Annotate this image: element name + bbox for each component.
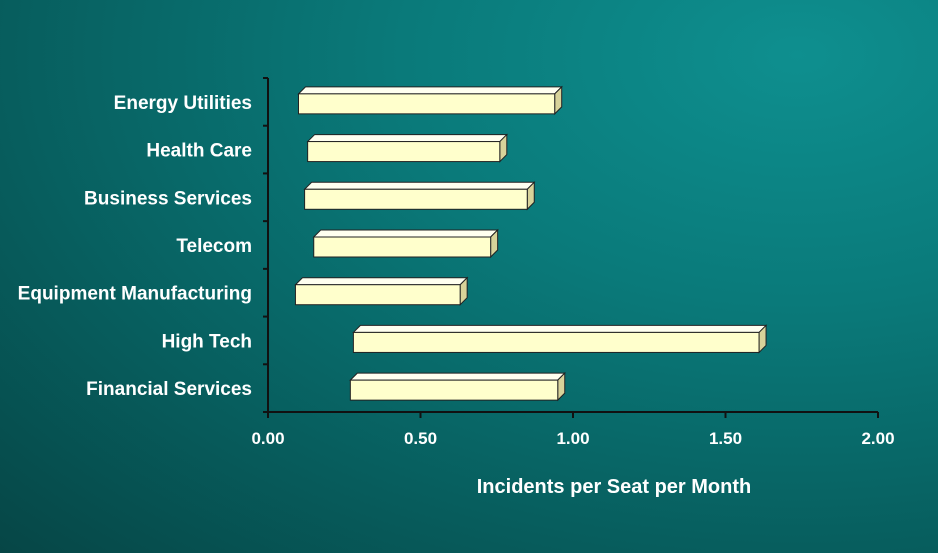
bar-front-face xyxy=(352,331,760,353)
x-tick-label: 1.50 xyxy=(709,429,742,448)
x-tick-labels: 0.00 0.50 1.00 1.50 2.00 xyxy=(251,429,894,448)
bar-front-face xyxy=(313,236,492,258)
bar xyxy=(303,181,536,211)
category-label: Equipment Manufacturing xyxy=(18,284,252,305)
bar-front-face xyxy=(349,379,559,401)
bar-top-face xyxy=(303,181,536,190)
bar xyxy=(352,324,768,354)
category-label: High Tech xyxy=(162,331,252,352)
bar-front-face xyxy=(298,93,556,115)
category-labels: Energy Utilities Health Care Business Serv… xyxy=(18,93,252,400)
bar xyxy=(312,228,499,259)
bar-front-face xyxy=(294,284,461,306)
bar xyxy=(349,371,566,402)
x-tick-label: 2.00 xyxy=(861,429,894,448)
bar-front-face xyxy=(307,141,501,163)
bar-top-face xyxy=(352,324,768,333)
x-tick-label: 0.00 xyxy=(251,429,284,448)
bar-top-face xyxy=(349,372,566,381)
category-label: Health Care xyxy=(146,141,252,162)
bars-group xyxy=(294,85,768,402)
bar-top-face xyxy=(297,86,563,95)
bar-top-face xyxy=(294,277,469,286)
x-tick-label: 1.00 xyxy=(556,429,589,448)
category-label: Business Services xyxy=(84,188,252,209)
bar-front-face xyxy=(304,188,528,210)
category-label: Energy Utilities xyxy=(114,93,252,114)
bar xyxy=(306,133,509,163)
category-label: Telecom xyxy=(176,236,252,257)
bar-top-face xyxy=(312,229,499,238)
axes-group xyxy=(263,77,879,418)
bar xyxy=(294,276,469,306)
bar-top-face xyxy=(306,134,509,143)
x-axis-title: Incidents per Seat per Month xyxy=(477,476,751,498)
bar xyxy=(297,85,563,116)
x-tick-label: 0.50 xyxy=(404,429,437,448)
category-label: Financial Services xyxy=(86,379,252,400)
